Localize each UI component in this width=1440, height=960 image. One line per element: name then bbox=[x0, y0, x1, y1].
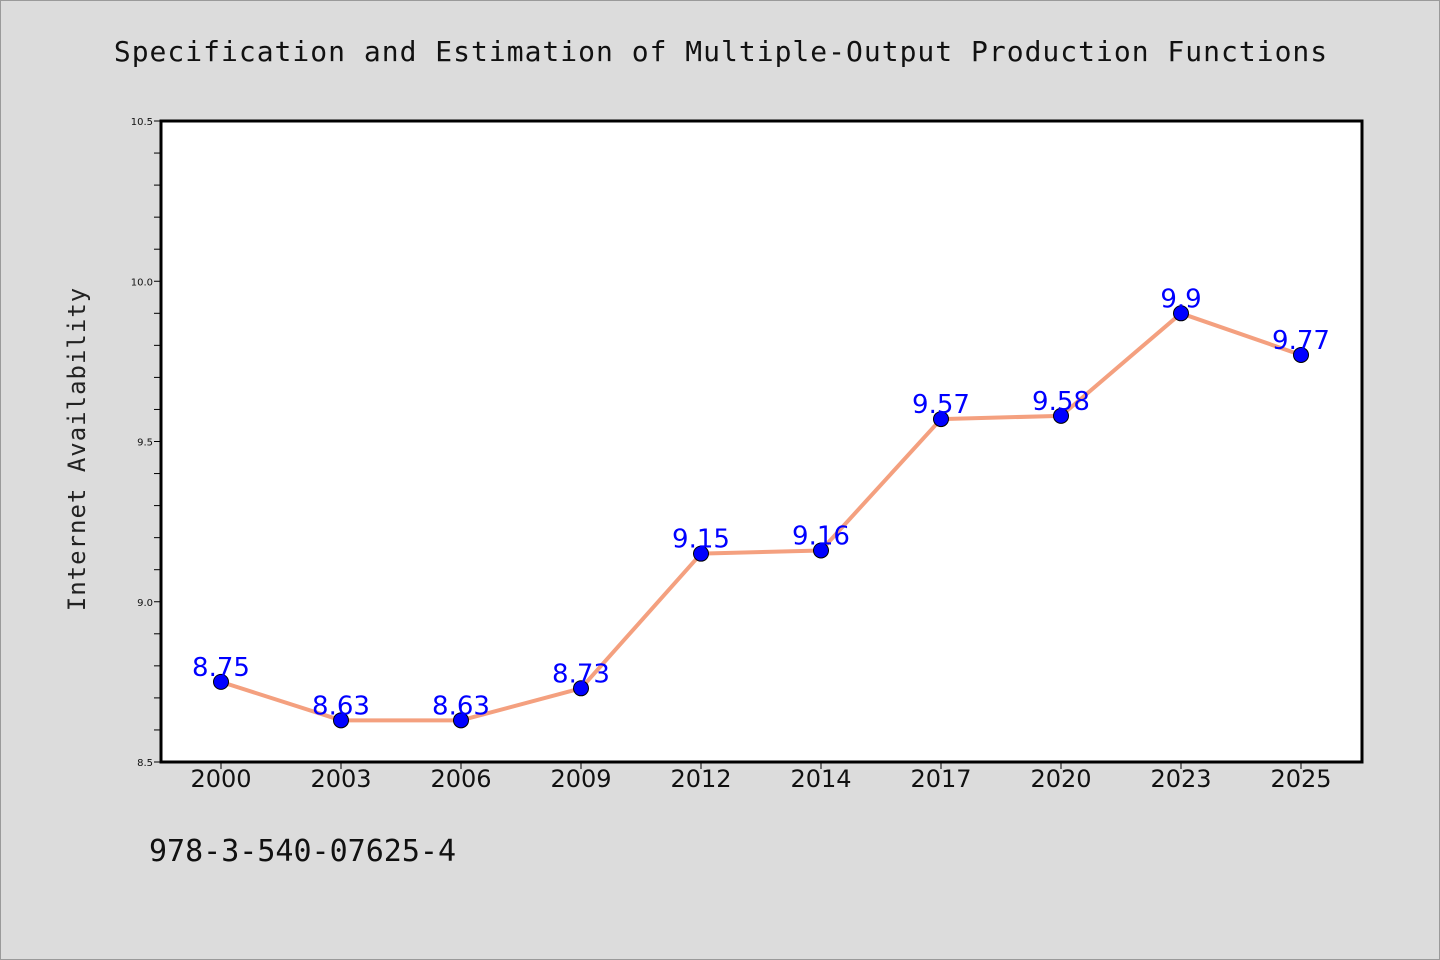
data-labels-layer: 8.75 8.63 8.63 8.73 9.15 9.16 9.57 9.58 9.9 9.77 bbox=[192, 284, 1330, 721]
data-label: 8.63 bbox=[312, 691, 370, 721]
y-axis-ticks: 8.5 9.0 9.5 10.0 10.5 bbox=[131, 117, 161, 769]
data-point bbox=[933, 411, 949, 428]
x-tick-label: 2003 bbox=[310, 765, 371, 793]
data-point bbox=[573, 680, 589, 697]
data-point bbox=[1173, 305, 1189, 322]
data-label: 8.63 bbox=[432, 691, 490, 721]
data-point bbox=[1293, 346, 1309, 363]
y-tick-label: 10.5 bbox=[131, 117, 153, 128]
series-layer bbox=[213, 305, 1309, 729]
y-tick-label: 8.5 bbox=[137, 758, 153, 769]
x-tick-label: 2006 bbox=[430, 765, 491, 793]
data-label: 9.57 bbox=[912, 390, 970, 420]
data-label: 8.73 bbox=[552, 659, 610, 689]
data-point bbox=[333, 712, 349, 729]
chart-title: Specification and Estimation of Multiple… bbox=[113, 35, 1329, 68]
footer-code: 978-3-540-07625-4 bbox=[149, 834, 457, 869]
data-point bbox=[1053, 407, 1069, 424]
data-label: 9.77 bbox=[1272, 326, 1330, 356]
x-axis-ticks: 2000 2003 2006 2009 2012 2014 2017 2020 2023 2025 bbox=[190, 762, 1332, 793]
data-label: 9.58 bbox=[1032, 387, 1090, 417]
plot-area bbox=[159, 119, 1364, 764]
x-tick-label: 2023 bbox=[1150, 765, 1211, 793]
data-point bbox=[213, 673, 229, 690]
data-label: 9.16 bbox=[792, 521, 850, 551]
x-tick-label: 2000 bbox=[190, 765, 251, 793]
series-line bbox=[220, 311, 1302, 723]
data-label: 9.9 bbox=[1160, 284, 1201, 314]
y-tick-label: 9.0 bbox=[137, 598, 153, 609]
x-tick-label: 2025 bbox=[1270, 765, 1331, 793]
y-tick-label: 10.0 bbox=[131, 277, 153, 288]
data-label: 8.75 bbox=[192, 653, 250, 683]
data-point bbox=[693, 545, 709, 562]
data-point bbox=[813, 542, 829, 559]
y-tick-label: 9.5 bbox=[137, 438, 153, 449]
x-tick-label: 2009 bbox=[550, 765, 611, 793]
x-tick-label: 2014 bbox=[790, 765, 851, 793]
x-tick-label: 2020 bbox=[1030, 765, 1091, 793]
x-tick-label: 2012 bbox=[670, 765, 731, 793]
data-label: 9.15 bbox=[672, 525, 730, 555]
x-tick-label: 2017 bbox=[910, 765, 971, 793]
data-point bbox=[453, 712, 469, 729]
